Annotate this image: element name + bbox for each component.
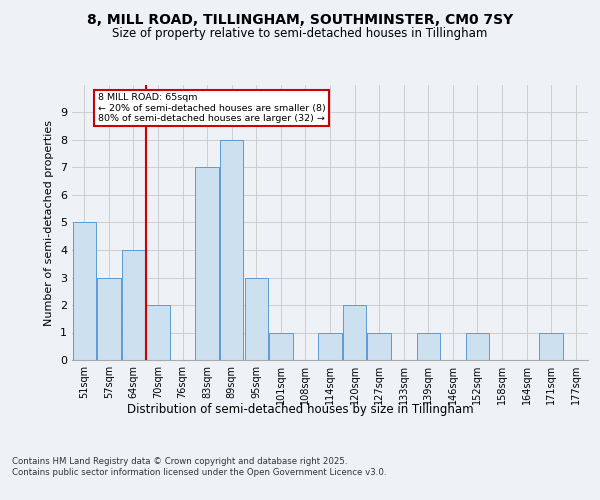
Bar [367,332,391,360]
Bar [122,250,145,360]
Text: 8, MILL ROAD, TILLINGHAM, SOUTHMINSTER, CM0 7SY: 8, MILL ROAD, TILLINGHAM, SOUTHMINSTER, … [87,12,513,26]
Y-axis label: Number of semi-detached properties: Number of semi-detached properties [44,120,55,326]
Bar [220,140,244,360]
Bar [416,332,440,360]
Text: Contains HM Land Registry data © Crown copyright and database right 2025.
Contai: Contains HM Land Registry data © Crown c… [12,458,386,477]
Text: Size of property relative to semi-detached houses in Tillingham: Size of property relative to semi-detach… [112,28,488,40]
Text: Distribution of semi-detached houses by size in Tillingham: Distribution of semi-detached houses by … [127,402,473,415]
Bar [196,168,219,360]
Bar [319,332,341,360]
Bar [343,305,366,360]
Bar [97,278,121,360]
Bar [146,305,170,360]
Bar [269,332,293,360]
Bar [73,222,96,360]
Text: 8 MILL ROAD: 65sqm
← 20% of semi-detached houses are smaller (8)
80% of semi-det: 8 MILL ROAD: 65sqm ← 20% of semi-detache… [98,93,326,123]
Bar [466,332,489,360]
Bar [245,278,268,360]
Bar [539,332,563,360]
